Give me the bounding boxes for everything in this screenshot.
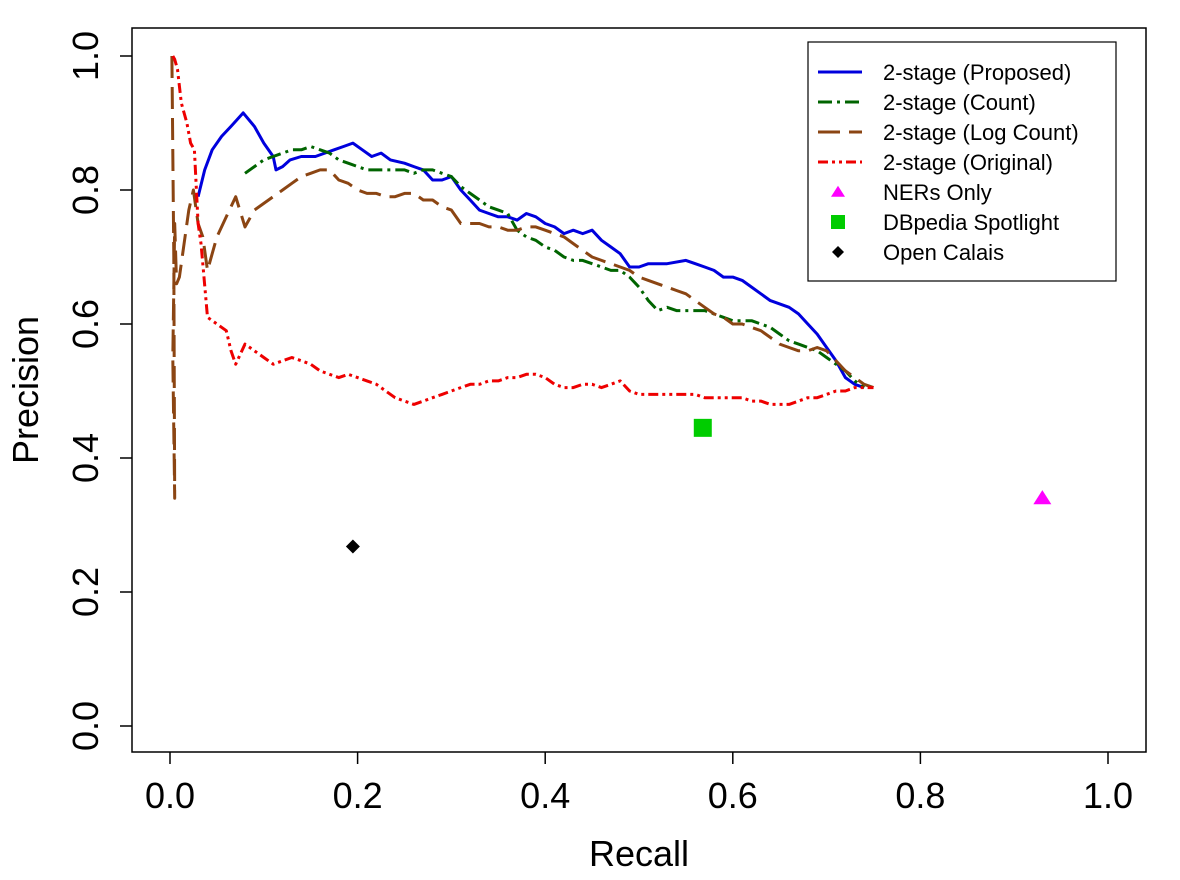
y-tick-label: 0.6 [65,299,106,349]
series-line-2 [244,145,865,389]
legend-label-5: NERs Only [883,180,992,205]
x-tick-label: 0.2 [333,775,383,816]
series-line-1 [196,111,865,390]
legend-label-7: Open Calais [883,240,1004,265]
legend-swatch-7 [832,246,844,258]
y-tick-label: 0.0 [65,701,106,751]
plot-frame [131,27,1147,753]
legend-label-4: 2-stage (Original) [883,150,1053,175]
legend-box [807,41,1117,282]
x-axis-title: Recall [589,833,689,874]
legend-label-6: DBpedia Spotlight [883,210,1059,235]
series-line-3 [170,55,874,500]
y-tick-label: 0.4 [65,433,106,483]
legend-label-3: 2-stage (Log Count) [883,120,1079,145]
series-layer [170,55,874,500]
legend-label-2: 2-stage (Count) [883,90,1036,115]
legend-label-1: 2-stage (Proposed) [883,60,1071,85]
y-tick-label: 0.2 [65,567,106,617]
x-tick-label: 0.6 [708,775,758,816]
x-tick-label: 0.0 [145,775,195,816]
point-dbpedia-spotlight [693,418,712,437]
y-tick-label: 1.0 [65,31,106,81]
legend-swatch-5 [831,185,845,197]
points-layer [345,418,1052,554]
x-axis: 0.0 0.2 0.4 0.6 0.8 1.0 [145,752,1133,816]
legend-swatch-6 [831,215,845,229]
y-axis: 0.0 0.2 0.4 0.6 0.8 1.0 [65,31,132,751]
legend: 2-stage (Proposed) 2-stage (Count) 2-stage… [807,41,1117,282]
point-ners-only [1033,490,1052,505]
x-tick-label: 0.8 [895,775,945,816]
x-tick-label: 1.0 [1083,775,1133,816]
point-open-calais [345,539,360,554]
x-tick-label: 0.4 [520,775,570,816]
y-tick-label: 0.8 [65,165,106,215]
y-axis-title: Precision [5,316,46,464]
series-line-4 [171,55,874,406]
